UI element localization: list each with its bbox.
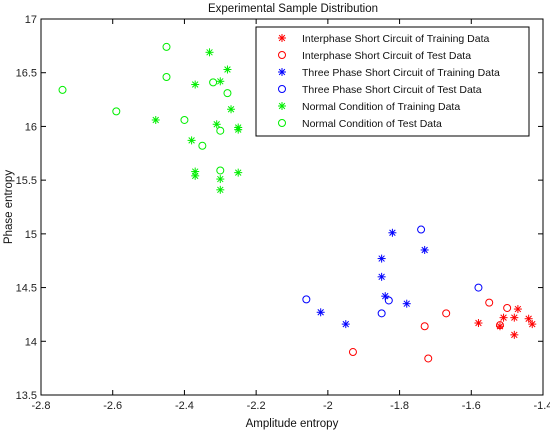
legend-marker-star — [278, 34, 286, 42]
data-point-star — [234, 168, 243, 177]
legend-label: Interphase Short Circuit of Training Dat… — [302, 33, 490, 45]
data-point-circle — [503, 303, 512, 312]
data-point-star — [316, 308, 325, 317]
y-tick-label: 13.5 — [16, 390, 37, 402]
data-point-star — [474, 319, 483, 328]
legend-marker-circle — [278, 85, 286, 93]
x-tick-label: -2.6 — [103, 400, 122, 412]
x-axis-label: Amplitude entropy — [246, 418, 339, 430]
data-point-circle — [420, 322, 429, 331]
data-point-star — [510, 330, 519, 339]
legend-marker-circle — [278, 119, 286, 127]
data-point-circle — [58, 85, 67, 94]
data-point-circle — [384, 296, 393, 305]
x-tick-label: -2 — [323, 400, 333, 412]
x-tick-label: -2.2 — [247, 400, 266, 412]
data-point-star — [377, 254, 386, 263]
data-point-circle — [442, 309, 451, 318]
legend-label: Normal Condition of Training Data — [302, 101, 460, 113]
data-point-circle — [223, 89, 232, 98]
y-axis-label: Phase entropy — [3, 170, 15, 244]
data-point-star — [191, 80, 200, 89]
x-tick-label: -2.8 — [32, 400, 51, 412]
x-tick-label: -1.6 — [462, 400, 481, 412]
y-tick-label: 14.5 — [16, 283, 37, 295]
data-point-circle — [216, 166, 225, 175]
data-point-circle — [485, 298, 494, 307]
data-point-star — [151, 115, 160, 124]
legend-label: Normal Condition of Test Data — [302, 118, 442, 130]
data-point-circle — [474, 283, 483, 292]
data-points — [58, 42, 537, 363]
data-point-star — [216, 175, 225, 184]
axis-ticks: -2.8 -2.6 -2.4 -2.2 -2 -1.8 -1.6 -1.4 13.5 14 14.5… — [16, 14, 550, 412]
data-point-star — [223, 65, 232, 74]
data-point-star — [216, 77, 225, 86]
data-point-star — [216, 185, 225, 194]
y-tick-label: 16.5 — [16, 68, 37, 80]
data-point-circle — [348, 348, 357, 357]
data-point-star — [227, 105, 236, 114]
data-point-circle — [162, 73, 171, 82]
data-point-star — [402, 299, 411, 308]
data-point-circle — [424, 354, 433, 363]
legend-label: Three Phase Short Circuit of Training Da… — [302, 67, 500, 79]
x-tick-label: -2.4 — [175, 400, 194, 412]
legend-label: Interphase Short Circuit of Test Data — [302, 50, 471, 62]
legend-marker-star — [278, 102, 286, 110]
data-point-circle — [377, 309, 386, 318]
data-point-star — [524, 314, 533, 323]
y-tick-label: 15 — [25, 229, 37, 241]
legend-marker-star — [278, 68, 286, 76]
data-point-circle — [198, 141, 207, 150]
y-tick-label: 15.5 — [16, 175, 37, 187]
legend-marker-circle — [278, 51, 286, 59]
data-point-star — [187, 136, 196, 145]
data-point-star — [528, 320, 537, 329]
data-point-star — [212, 120, 221, 129]
chart-title: Experimental Sample Distribution — [208, 3, 378, 15]
legend: Interphase Short Circuit of Training Dat… — [255, 26, 530, 137]
x-tick-label: -1.4 — [534, 400, 550, 412]
data-point-star — [381, 292, 390, 301]
data-point-circle — [302, 295, 311, 304]
y-tick-label: 17 — [25, 14, 37, 26]
data-point-circle — [495, 321, 504, 330]
data-point-circle — [216, 126, 225, 135]
data-point-circle — [180, 115, 189, 124]
legend-items: Interphase Short Circuit of Training Dat… — [278, 33, 500, 130]
legend-label: Three Phase Short Circuit of Test Data — [302, 84, 482, 96]
legend-box — [255, 26, 530, 137]
data-point-circle — [417, 225, 426, 234]
data-point-circle — [209, 78, 218, 87]
y-tick-label: 14 — [25, 336, 37, 348]
data-point-star — [420, 245, 429, 254]
data-point-circle — [112, 107, 121, 116]
data-point-star — [191, 171, 200, 180]
data-point-star — [377, 272, 386, 281]
x-tick-label: -1.8 — [390, 400, 409, 412]
data-point-star — [234, 125, 243, 134]
data-point-star — [388, 228, 397, 237]
data-point-star — [205, 48, 214, 57]
data-point-circle — [162, 42, 171, 51]
data-point-star — [510, 313, 519, 322]
data-point-star — [341, 320, 350, 329]
data-point-star — [513, 305, 522, 314]
data-point-star — [499, 313, 508, 322]
y-tick-label: 16 — [25, 121, 37, 133]
